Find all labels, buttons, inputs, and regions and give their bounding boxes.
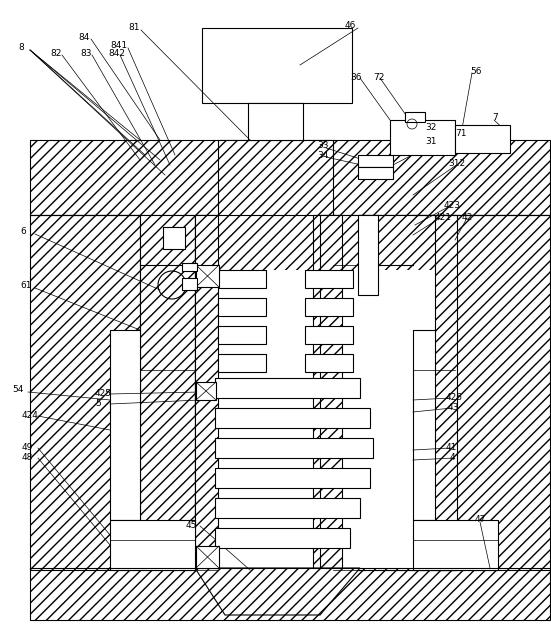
Bar [313,215,335,570]
Text: 81: 81 [128,24,139,33]
Bar [218,265,333,565]
Text: 82: 82 [50,50,61,59]
Text: 46: 46 [345,21,356,30]
Bar [215,528,350,548]
Bar [196,382,216,400]
Text: 33: 33 [317,141,328,150]
Text: 47: 47 [475,516,487,525]
Text: 54: 54 [12,386,23,395]
Text: 42: 42 [462,212,473,221]
Bar [390,120,455,155]
Text: 6: 6 [20,228,26,237]
Bar [218,140,333,265]
Bar [305,354,353,372]
Bar [30,215,140,570]
Bar [110,520,195,570]
Bar [196,546,219,568]
Bar [197,270,335,568]
Bar [413,520,498,570]
Bar [320,215,455,570]
Bar [163,227,185,249]
Text: 56: 56 [470,68,482,77]
Bar [358,215,413,570]
Bar [305,270,353,288]
Bar [140,215,195,570]
Polygon shape [195,568,360,615]
Text: 425: 425 [95,388,112,397]
Bar [322,270,454,568]
Bar [215,408,370,428]
Text: 31: 31 [425,138,436,147]
Bar [413,215,550,570]
Text: 421: 421 [435,212,452,221]
Text: 426: 426 [446,392,463,401]
Bar [215,468,370,488]
Text: 841: 841 [110,42,127,51]
Text: 423: 423 [444,201,461,210]
Bar [215,438,373,458]
Bar [30,140,550,215]
Bar [305,298,353,316]
Bar [202,28,352,103]
Text: 83: 83 [80,50,91,59]
Text: 48: 48 [22,453,34,462]
Text: 61: 61 [20,282,31,291]
Text: 72: 72 [373,73,385,82]
Text: 4: 4 [450,453,456,462]
Text: 43: 43 [448,403,460,412]
Bar [218,354,266,372]
Bar [435,215,457,570]
Text: 424: 424 [22,410,39,419]
Text: 71: 71 [455,129,467,138]
Text: 312: 312 [448,159,465,168]
Text: 842: 842 [108,50,125,59]
Text: 34: 34 [317,150,328,159]
Bar [218,270,266,288]
Bar [30,568,550,620]
Bar [455,125,510,153]
Bar [196,265,219,287]
Bar [215,498,360,518]
Bar [358,215,378,295]
Text: 49: 49 [22,442,34,451]
Bar [248,103,303,140]
Bar [358,155,393,167]
Bar [182,278,197,290]
Bar [305,326,353,344]
Text: 8: 8 [18,44,24,53]
Text: 84: 84 [78,33,89,42]
Bar [405,112,425,122]
Text: 5: 5 [95,399,101,408]
Bar [215,378,360,398]
Text: 45: 45 [186,520,197,529]
Bar [358,167,393,179]
Bar [182,263,197,271]
Bar [195,215,218,570]
Text: 36: 36 [350,73,361,82]
Text: 32: 32 [425,123,436,132]
Bar [110,330,140,520]
Text: 7: 7 [492,114,498,123]
Text: 41: 41 [446,442,457,451]
Bar [218,326,266,344]
Bar [320,215,342,570]
Bar [218,298,266,316]
Bar [195,215,335,570]
Bar [413,330,443,520]
